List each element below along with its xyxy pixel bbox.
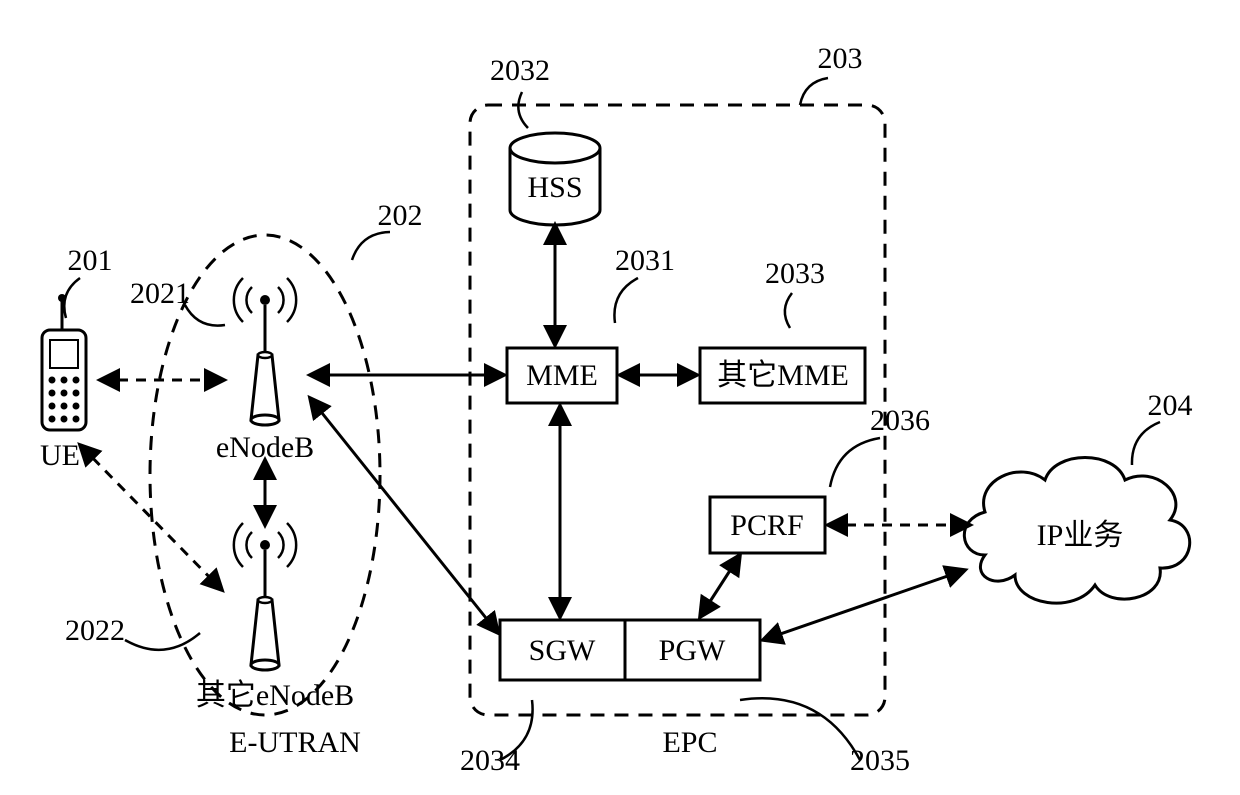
- ref-number: 204: [1148, 389, 1193, 422]
- ref-number: 201: [68, 244, 113, 277]
- ref-leader: [125, 633, 200, 650]
- ref-leader: [800, 78, 828, 105]
- other-enodeb-icon: [234, 523, 296, 670]
- epc-label: EPC: [662, 726, 717, 759]
- edge: [700, 555, 740, 617]
- ref-leader: [185, 305, 225, 326]
- ue-label: UE: [40, 439, 80, 472]
- enodeb-label: eNodeB: [216, 431, 314, 464]
- ref-leader: [352, 232, 390, 260]
- pgw-label: PGW: [659, 634, 726, 667]
- ref-leader: [740, 698, 860, 760]
- ref-number: 2033: [765, 257, 825, 290]
- ref-leader: [64, 278, 80, 318]
- ref-number: 203: [818, 42, 863, 75]
- ref-number: 2031: [615, 244, 675, 277]
- sgw-label: SGW: [529, 634, 596, 667]
- other-enodeb-label: 其它eNodeB: [196, 679, 354, 712]
- mme-label: MME: [526, 359, 598, 392]
- other-mme-label: 其它MME: [717, 359, 849, 392]
- ref-number: 2021: [130, 277, 190, 310]
- ip-label: IP业务: [1037, 519, 1124, 552]
- pcrf-label: PCRF: [730, 509, 803, 542]
- ref-number: 2032: [490, 54, 550, 87]
- ref-number: 2034: [460, 744, 520, 777]
- ref-number: 2036: [870, 404, 930, 437]
- ref-leader: [518, 92, 528, 128]
- ref-leader: [1132, 422, 1160, 465]
- enodeb-icon: [234, 278, 296, 425]
- ref-leader: [614, 278, 638, 323]
- hss-label: HSS: [527, 171, 582, 204]
- ref-number: 202: [378, 199, 423, 232]
- edge: [763, 570, 965, 640]
- ref-leader: [830, 438, 880, 487]
- network-diagram: UE eNodeB 其它eNodeB E-UTRAN: [0, 0, 1240, 795]
- eutran-label: E-UTRAN: [229, 726, 361, 759]
- ref-leader: [785, 293, 792, 328]
- edges-group: [80, 225, 970, 640]
- ref-number: 2022: [65, 614, 125, 647]
- ref-number: 2035: [850, 744, 910, 777]
